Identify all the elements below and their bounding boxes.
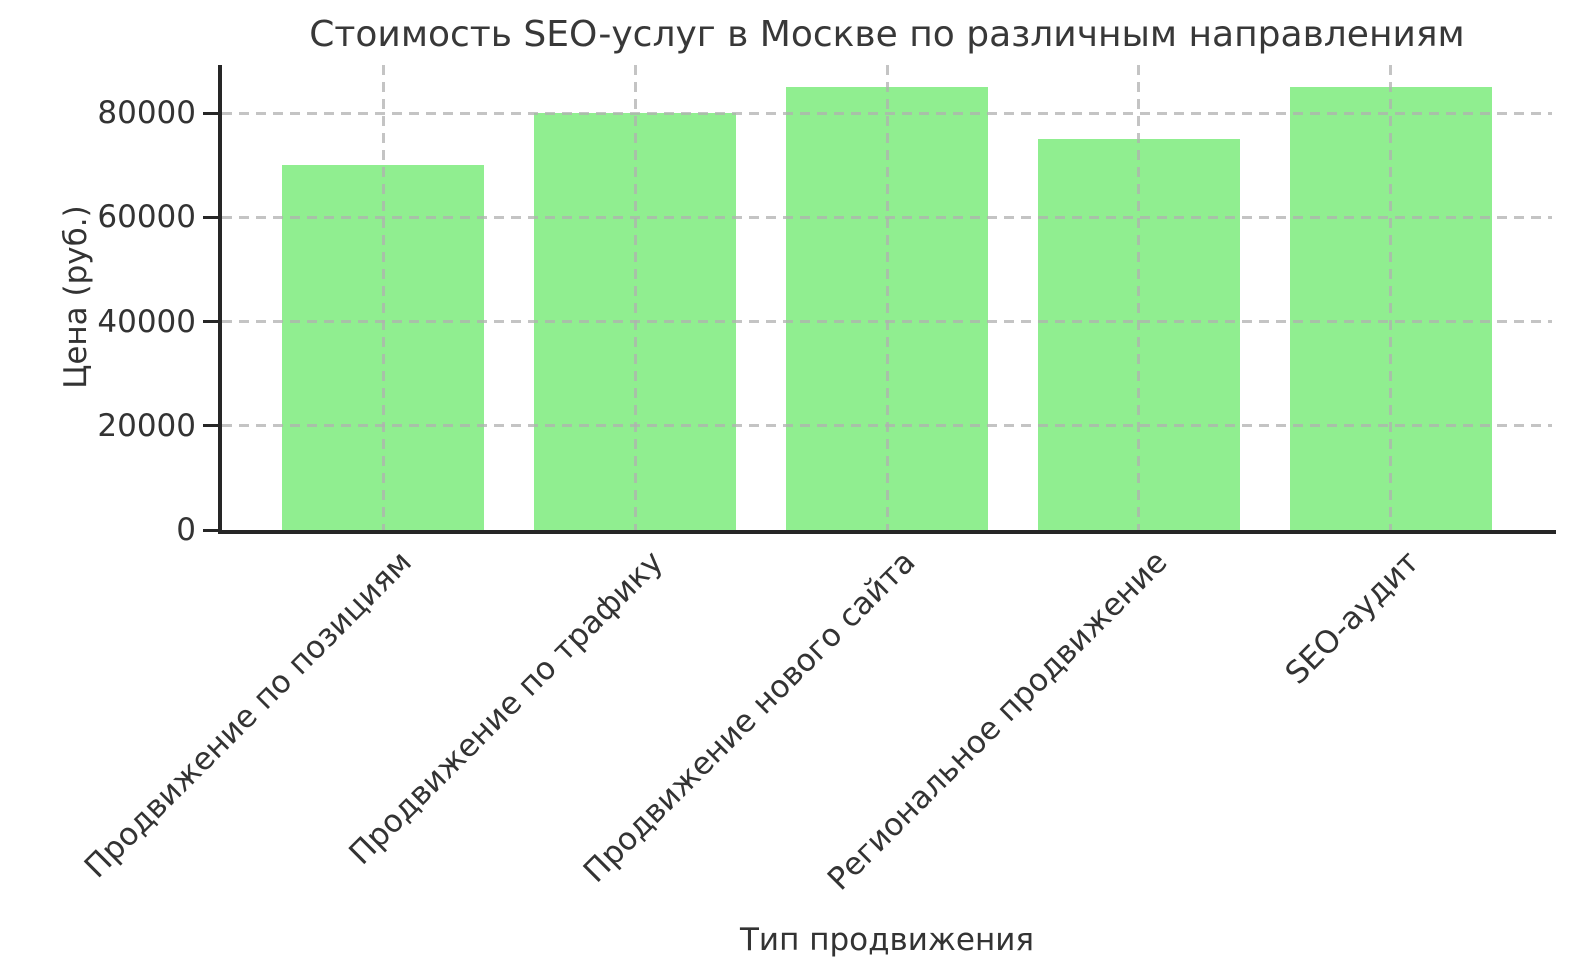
x-axis-spine	[218, 530, 1556, 534]
x-axis-label: Тип продвижения	[739, 922, 1035, 958]
bar-4	[1290, 87, 1492, 530]
y-tick-mark-20000	[203, 424, 218, 428]
bar-3	[1038, 139, 1240, 530]
y-tick-label-60000: 60000	[97, 199, 196, 236]
y-axis-label: Цена (руб.)	[58, 205, 94, 389]
y-tick-label-0: 0	[176, 512, 196, 548]
x-tick-label-4: SEO-аудит	[1278, 544, 1427, 692]
y-tick-label-20000: 20000	[97, 407, 196, 444]
bar-0	[282, 165, 484, 530]
y-tick-mark-60000	[203, 215, 218, 219]
plot-area: 0 20000 40000 60000 80000 Продвижение по пози…	[78, 65, 1556, 898]
bar-1	[534, 113, 736, 530]
y-tick-label-40000: 40000	[97, 303, 196, 340]
y-tick-label-80000: 80000	[97, 95, 196, 132]
bar-2	[786, 87, 988, 530]
y-tick-mark-80000	[203, 111, 218, 115]
y-axis-spine	[218, 65, 222, 534]
y-tick-mark-0	[203, 528, 218, 532]
y-tick-mark-40000	[203, 320, 218, 324]
chart-title: Стоимость SEO-услуг в Москве по различны…	[309, 14, 1465, 55]
